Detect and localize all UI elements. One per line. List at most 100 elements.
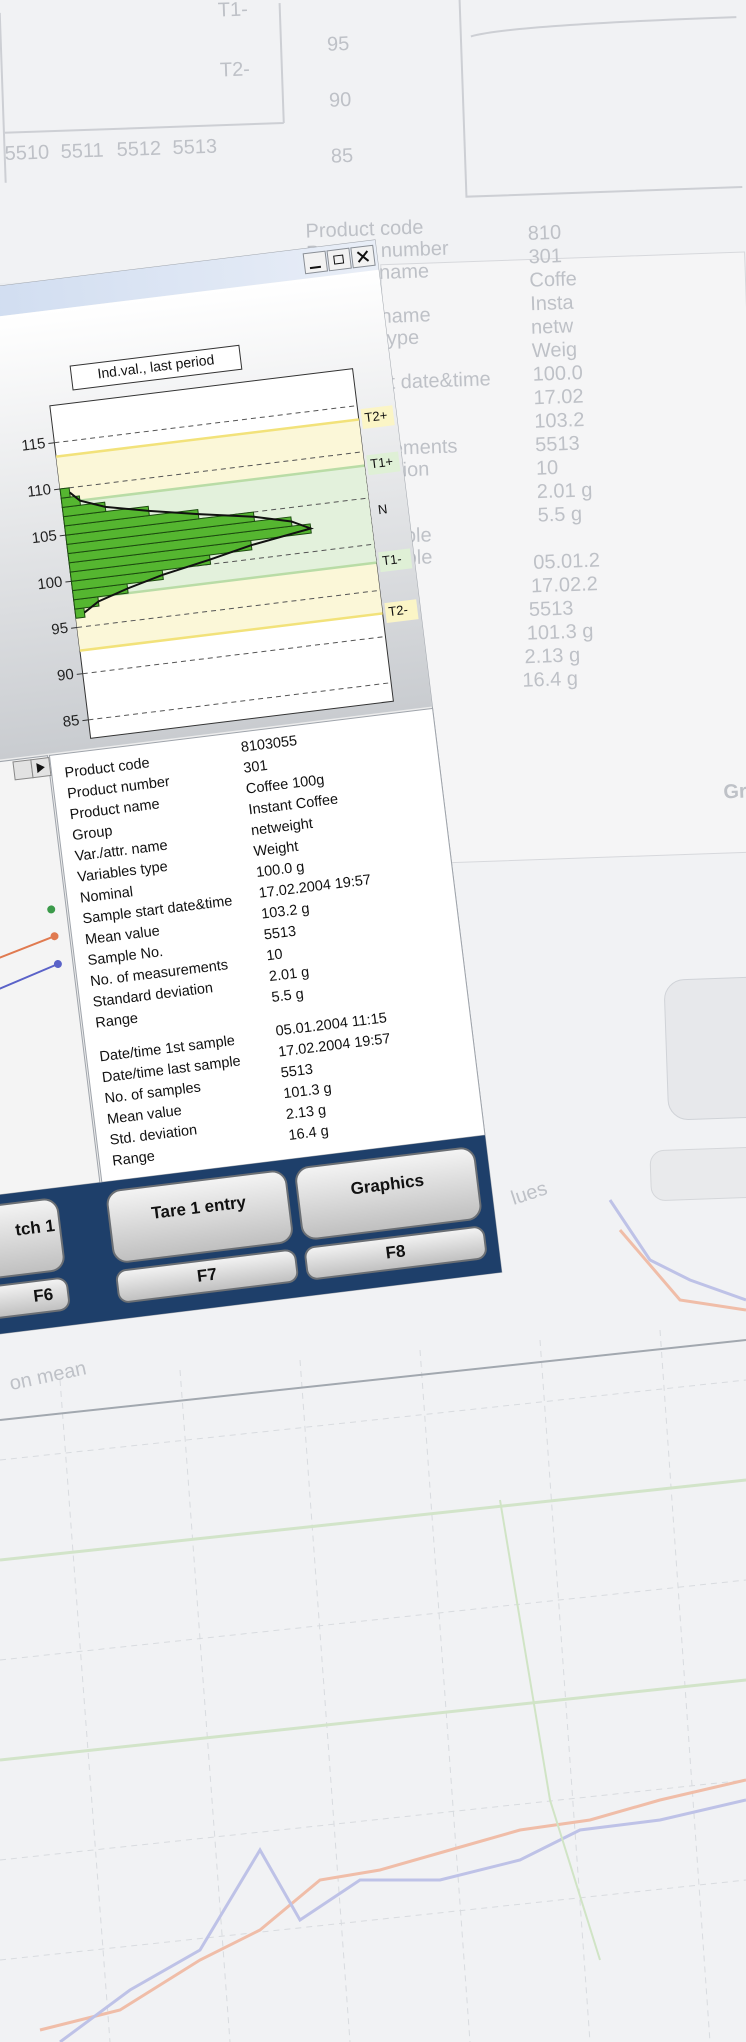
grid-line: [59, 451, 363, 490]
detail-value: 100.0 g: [255, 859, 305, 881]
detail-value: 2.13 g: [285, 1102, 327, 1123]
key-button[interactable]: [304, 1226, 487, 1280]
limit-label-box: [384, 599, 419, 623]
key-button-label: F6: [32, 1285, 54, 1306]
y-tick: [71, 627, 78, 629]
background-button: [664, 976, 746, 1120]
detail-value: Weight: [253, 839, 299, 860]
background-table-value: Insta: [530, 292, 575, 316]
function-button[interactable]: [106, 1170, 293, 1263]
background-band: [0, 1478, 746, 1562]
detail-label: Range: [111, 1149, 155, 1170]
y-tick: [76, 673, 83, 675]
limit-label: T1+: [369, 454, 393, 472]
grid-line: [82, 636, 386, 675]
y-tick-label: 110: [26, 481, 52, 501]
limit-line: [61, 464, 365, 505]
background-table-value: 10: [536, 457, 559, 480]
background-table-value: 05.01.2: [533, 550, 600, 574]
y-tick: [54, 488, 61, 491]
function-button[interactable]: [0, 1198, 65, 1291]
window: Ind.val., last period 859095100105110115…: [0, 239, 503, 1342]
background-table-label: Product code: [305, 216, 424, 242]
background-limit-label: T2-: [220, 58, 251, 81]
detail-value: 5513: [263, 924, 297, 944]
background-y-label: 85: [331, 145, 354, 168]
limit-label: N: [377, 501, 388, 517]
background-table-label: name: [379, 260, 430, 284]
background-x-label: 5511: [60, 140, 104, 163]
background-button-label: Gr: [723, 781, 746, 804]
limit-label-box: [366, 451, 401, 476]
distribution-curve: [69, 491, 314, 614]
background-table-value: 100.0: [532, 362, 583, 386]
background-button: [649, 1146, 746, 1201]
background-table-value: Weig: [532, 339, 578, 363]
background-table-value: 810: [527, 222, 561, 245]
background-table-value: 5513: [529, 597, 574, 621]
detail-label: Group: [71, 823, 113, 844]
background-table-value: 5513: [535, 433, 580, 457]
limit-label-box: [360, 405, 395, 430]
background-table-value: 2.01 g: [536, 479, 592, 503]
title-bar: [0, 239, 379, 339]
histogram-bar: [59, 487, 71, 499]
side-dot: [47, 905, 56, 914]
key-button[interactable]: [115, 1249, 299, 1303]
background-table-value: 301: [528, 245, 562, 268]
background-axis: [0, 1339, 746, 1421]
side-line: [0, 935, 55, 1005]
grid-line: [54, 405, 358, 444]
y-tick: [65, 580, 72, 583]
background-x-label: 5513: [172, 136, 217, 160]
background-grid: [59, 1329, 711, 2042]
background-table-value: 2.13 g: [524, 644, 580, 668]
background-chart-bottom: [0, 1199, 746, 2042]
y-tick-label: 115: [21, 435, 47, 455]
function-button-label: tch 1: [14, 1216, 56, 1240]
detail-value: 101.3 g: [283, 1080, 333, 1102]
background-table-value: 5.5 g: [537, 503, 582, 527]
histogram-bar: [74, 607, 86, 619]
detail-value: netweight: [250, 816, 314, 839]
y-tick: [82, 719, 89, 722]
background-line: [59, 1798, 746, 2042]
y-tick-label: 85: [62, 712, 81, 731]
background-y-label: 95: [327, 33, 350, 56]
scroll-left[interactable]: [12, 759, 34, 781]
y-tick-label: 90: [56, 666, 75, 685]
background-table-label: name: [380, 304, 431, 328]
background-x-label: 5512: [116, 138, 161, 162]
limit-line: [79, 612, 383, 652]
background-text-group: 5510 5511 5512 5513 95 90 85 T1- T2- Product code…: [4, 0, 746, 804]
background-line: [499, 1499, 601, 1961]
function-button[interactable]: [295, 1147, 482, 1240]
detail-value: 10: [266, 946, 284, 964]
background-table-value: Coffe: [529, 268, 577, 292]
limit-label-box: [378, 548, 413, 573]
detail-value: 5513: [280, 1062, 314, 1082]
background-table-value: 17.02: [533, 385, 584, 409]
side-dot: [53, 960, 62, 969]
background-table-label: type: [381, 327, 420, 350]
background-limit-label: T1-: [217, 0, 248, 22]
scroll-arrow: [36, 763, 45, 774]
restore-button[interactable]: [326, 247, 352, 272]
background-table-value: 101.3 g: [526, 620, 593, 644]
detail-label: Range: [95, 1011, 139, 1032]
background-table-value: 103.2: [534, 409, 585, 433]
background-frame: [0, 3, 285, 183]
key-button[interactable]: [0, 1277, 70, 1331]
window-controls: [302, 244, 376, 275]
minimize-button[interactable]: [302, 250, 329, 275]
background-line: [39, 1778, 746, 2032]
grid-line: [88, 682, 392, 721]
background-curve: [470, 16, 737, 38]
background-table-value: 17.02.2: [531, 573, 598, 597]
y-tick: [48, 442, 55, 445]
limit-label: T2+: [364, 407, 388, 425]
grid-line: [71, 543, 375, 582]
y-tick-label: 105: [31, 527, 58, 547]
